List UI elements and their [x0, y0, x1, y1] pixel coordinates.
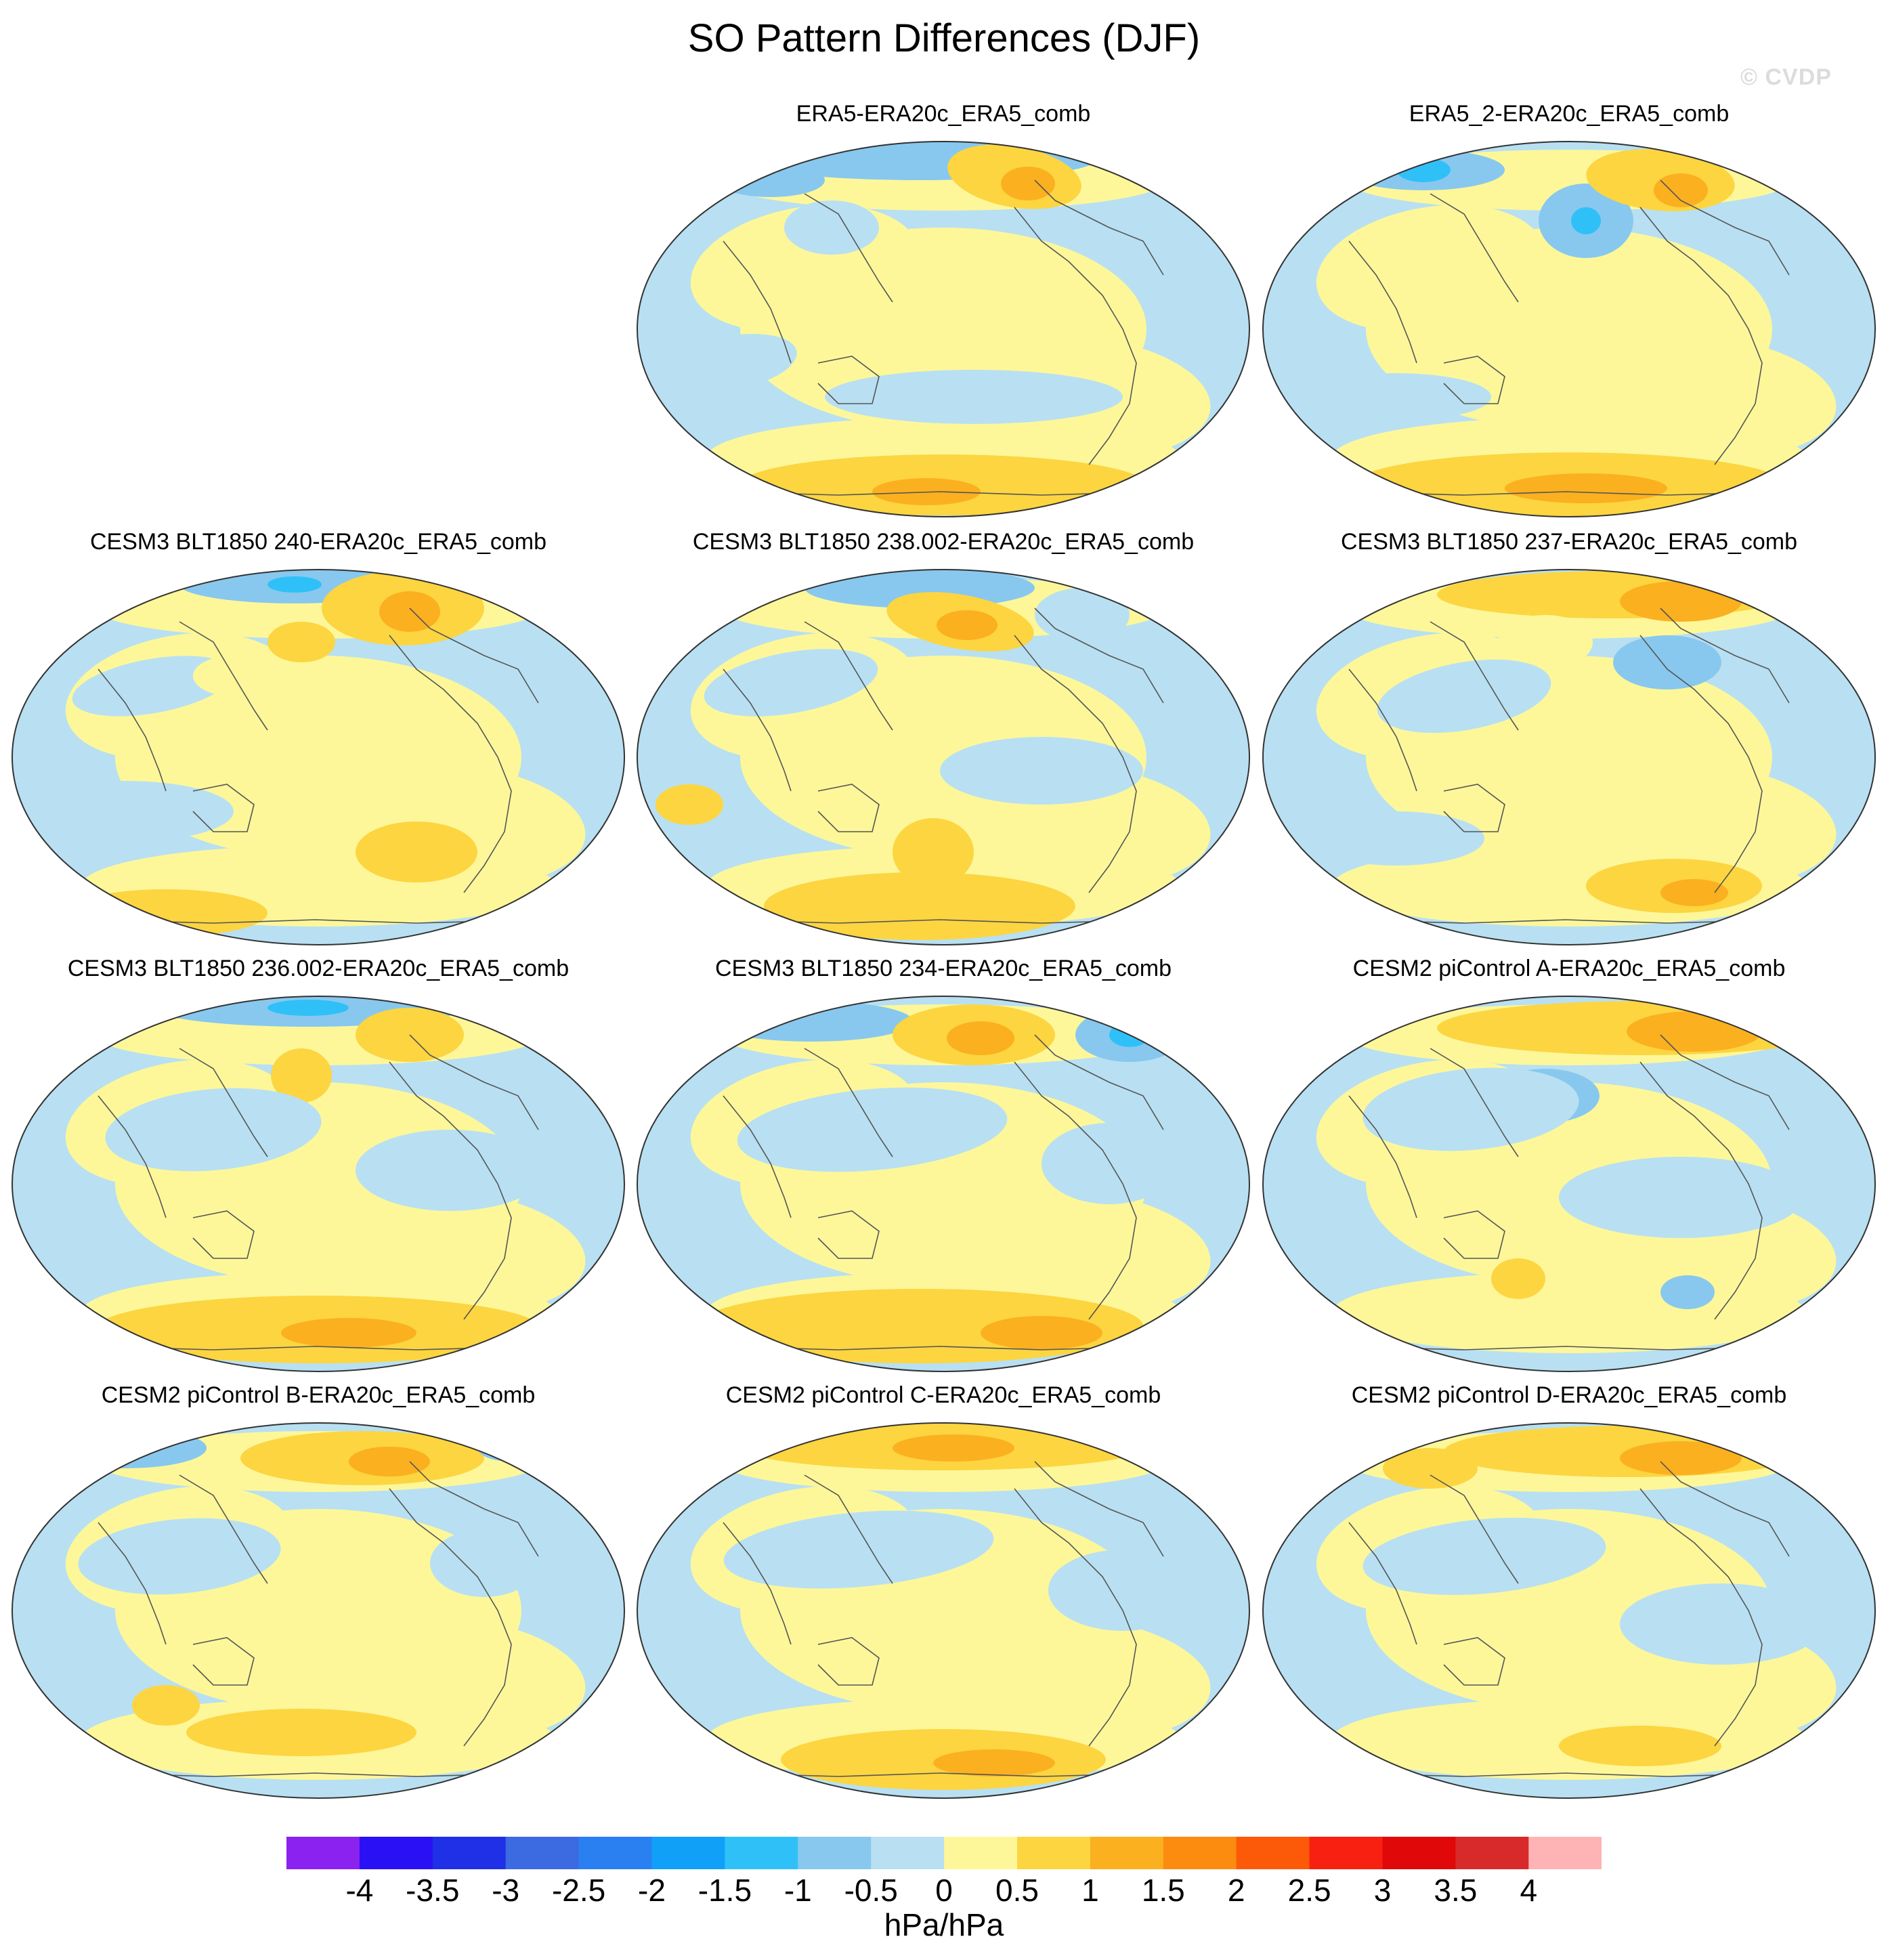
colorbar-tick-label: -3.5 [406, 1873, 459, 1904]
colorbar-tick-label: 1.5 [1142, 1873, 1185, 1904]
map-canvas [1262, 996, 1876, 1372]
map-border [1262, 996, 1876, 1372]
colorbar-tick-label: 0 [935, 1873, 953, 1904]
map-panel-cesm2-b: CESM2 piControl B-ERA20c_ERA5_comb [10, 1382, 626, 1849]
colorbar-tick-label: -4 [345, 1873, 373, 1904]
contour-field [1263, 142, 1875, 517]
colorbar-tick-label: -0.5 [844, 1873, 898, 1904]
panel-title: CESM2 piControl D-ERA20c_ERA5_comb [1351, 1382, 1787, 1408]
contour-field [637, 996, 1249, 1371]
contour-field [1263, 1423, 1875, 1798]
map-panel-cesm3-237: CESM3 BLT1850 237-ERA20c_ERA5_comb [1261, 528, 1877, 996]
panel-title: CESM3 BLT1850 240-ERA20c_ERA5_comb [89, 529, 547, 555]
panel-title: ERA5-ERA20c_ERA5_comb [796, 101, 1091, 127]
colorbar-swatch [1528, 1837, 1602, 1869]
map-panel-cesm3-238-002: CESM3 BLT1850 238.002-ERA20c_ERA5_comb [635, 528, 1251, 996]
panel-title: CESM2 piControl A-ERA20c_ERA5_comb [1352, 956, 1786, 981]
map-border [12, 1422, 625, 1799]
colorbar-swatch [1090, 1837, 1164, 1869]
colorbar-swatch [1382, 1837, 1456, 1869]
map-panel-era5-2: ERA5_2-ERA20c_ERA5_comb [1261, 100, 1877, 568]
map-canvas [12, 1422, 625, 1799]
colorbar-tick-label: -2.5 [552, 1873, 605, 1904]
panel-title: CESM2 piControl C-ERA20c_ERA5_comb [725, 1382, 1161, 1408]
contour-field [637, 1423, 1249, 1798]
coastlines [91, 1034, 539, 1350]
map-panel-cesm2-d: CESM2 piControl D-ERA20c_ERA5_comb [1261, 1382, 1877, 1849]
colorbar-swatch [1455, 1837, 1529, 1869]
panel-title: ERA5_2-ERA20c_ERA5_comb [1409, 101, 1730, 127]
contour-field [12, 1423, 624, 1798]
colorbar-units: hPa/hPa [884, 1907, 1004, 1942]
colorbar-swatch [798, 1837, 872, 1869]
map-canvas [637, 569, 1250, 945]
contour-field [637, 570, 1249, 945]
contour-field [637, 142, 1249, 517]
map-border [637, 569, 1250, 945]
map-border [1262, 141, 1876, 517]
map-border [12, 569, 625, 945]
colorbar-swatch [505, 1837, 580, 1869]
colorbar-tick-label: 1 [1081, 1873, 1099, 1904]
map-border [637, 1422, 1250, 1799]
colorbar-tick-label: -3 [492, 1873, 519, 1904]
map-panel-cesm3-234: CESM3 BLT1850 234-ERA20c_ERA5_comb [635, 955, 1251, 1422]
map-canvas [1262, 569, 1876, 945]
map-canvas [637, 141, 1250, 517]
colorbar-swatch [1309, 1837, 1383, 1869]
map-panel-cesm3-240: CESM3 BLT1850 240-ERA20c_ERA5_comb [10, 528, 626, 996]
map-panel-cesm2-c: CESM2 piControl C-ERA20c_ERA5_comb [635, 1382, 1251, 1849]
coastlines [716, 608, 1164, 924]
coastlines [716, 179, 1164, 496]
panel-title: CESM3 BLT1850 237-ERA20c_ERA5_comb [1340, 529, 1798, 555]
panel-title: CESM3 BLT1850 234-ERA20c_ERA5_comb [714, 956, 1172, 981]
colorbar-swatch [944, 1837, 1018, 1869]
map-canvas [637, 1422, 1250, 1799]
figure-title: SO Pattern Differences (DJF) [687, 16, 1201, 60]
colorbar-tick-label: -1 [784, 1873, 812, 1904]
map-panel-cesm2-a: CESM2 piControl A-ERA20c_ERA5_comb [1261, 955, 1877, 1422]
colorbar-swatch [432, 1837, 507, 1869]
map-canvas [12, 569, 625, 945]
coastlines [1342, 1034, 1790, 1350]
map-border [637, 141, 1250, 517]
map-border [1262, 569, 1876, 945]
panel-title: CESM3 BLT1850 236.002-ERA20c_ERA5_comb [67, 956, 570, 981]
colorbar-tick-label: 4 [1520, 1873, 1538, 1904]
colorbar-swatch [1236, 1837, 1310, 1869]
colorbar-tick-label: -2 [638, 1873, 666, 1904]
map-border [637, 996, 1250, 1372]
panel-title: CESM3 BLT1850 238.002-ERA20c_ERA5_comb [692, 529, 1195, 555]
map-canvas [1262, 141, 1876, 517]
colorbar-tick-label: 3.5 [1434, 1873, 1477, 1904]
map-canvas [637, 996, 1250, 1372]
colorbar-swatch [286, 1837, 360, 1869]
colorbar-tick-label: -1.5 [698, 1873, 752, 1904]
colorbar-swatch [359, 1837, 433, 1869]
cvdp-watermark: © CVDP [1740, 64, 1832, 90]
map-canvas [12, 996, 625, 1372]
contour-field [12, 996, 624, 1371]
colorbar-swatch [725, 1837, 798, 1869]
colorbar-tick-label: 2.5 [1288, 1873, 1331, 1904]
colorbar: -4 -3.5 -3 -2.5 -2 -1.5 -1 -0.5 0 0.5 1 1.5 2 2.5 3 3.5… [286, 1837, 1602, 1904]
colorbar-swatch [651, 1837, 725, 1869]
contour-field [1263, 570, 1875, 945]
colorbar-tick-label: 3 [1374, 1873, 1392, 1904]
colorbar-tick-label: 0.5 [995, 1873, 1039, 1904]
colorbar-swatch [1017, 1837, 1091, 1869]
colorbar-swatch [871, 1837, 945, 1869]
colorbar-tick-label: 2 [1228, 1873, 1245, 1904]
panel-title: CESM2 piControl B-ERA20c_ERA5_comb [101, 1382, 536, 1408]
colorbar-swatch [578, 1837, 652, 1869]
map-panel-cesm3-236-002: CESM3 BLT1850 236.002-ERA20c_ERA5_comb [10, 955, 626, 1422]
colorbar-swatch [1163, 1837, 1237, 1869]
map-border [1262, 1422, 1876, 1799]
map-border [12, 996, 625, 1372]
map-panel-era5: ERA5-ERA20c_ERA5_comb [635, 100, 1251, 568]
map-canvas [1262, 1422, 1876, 1799]
